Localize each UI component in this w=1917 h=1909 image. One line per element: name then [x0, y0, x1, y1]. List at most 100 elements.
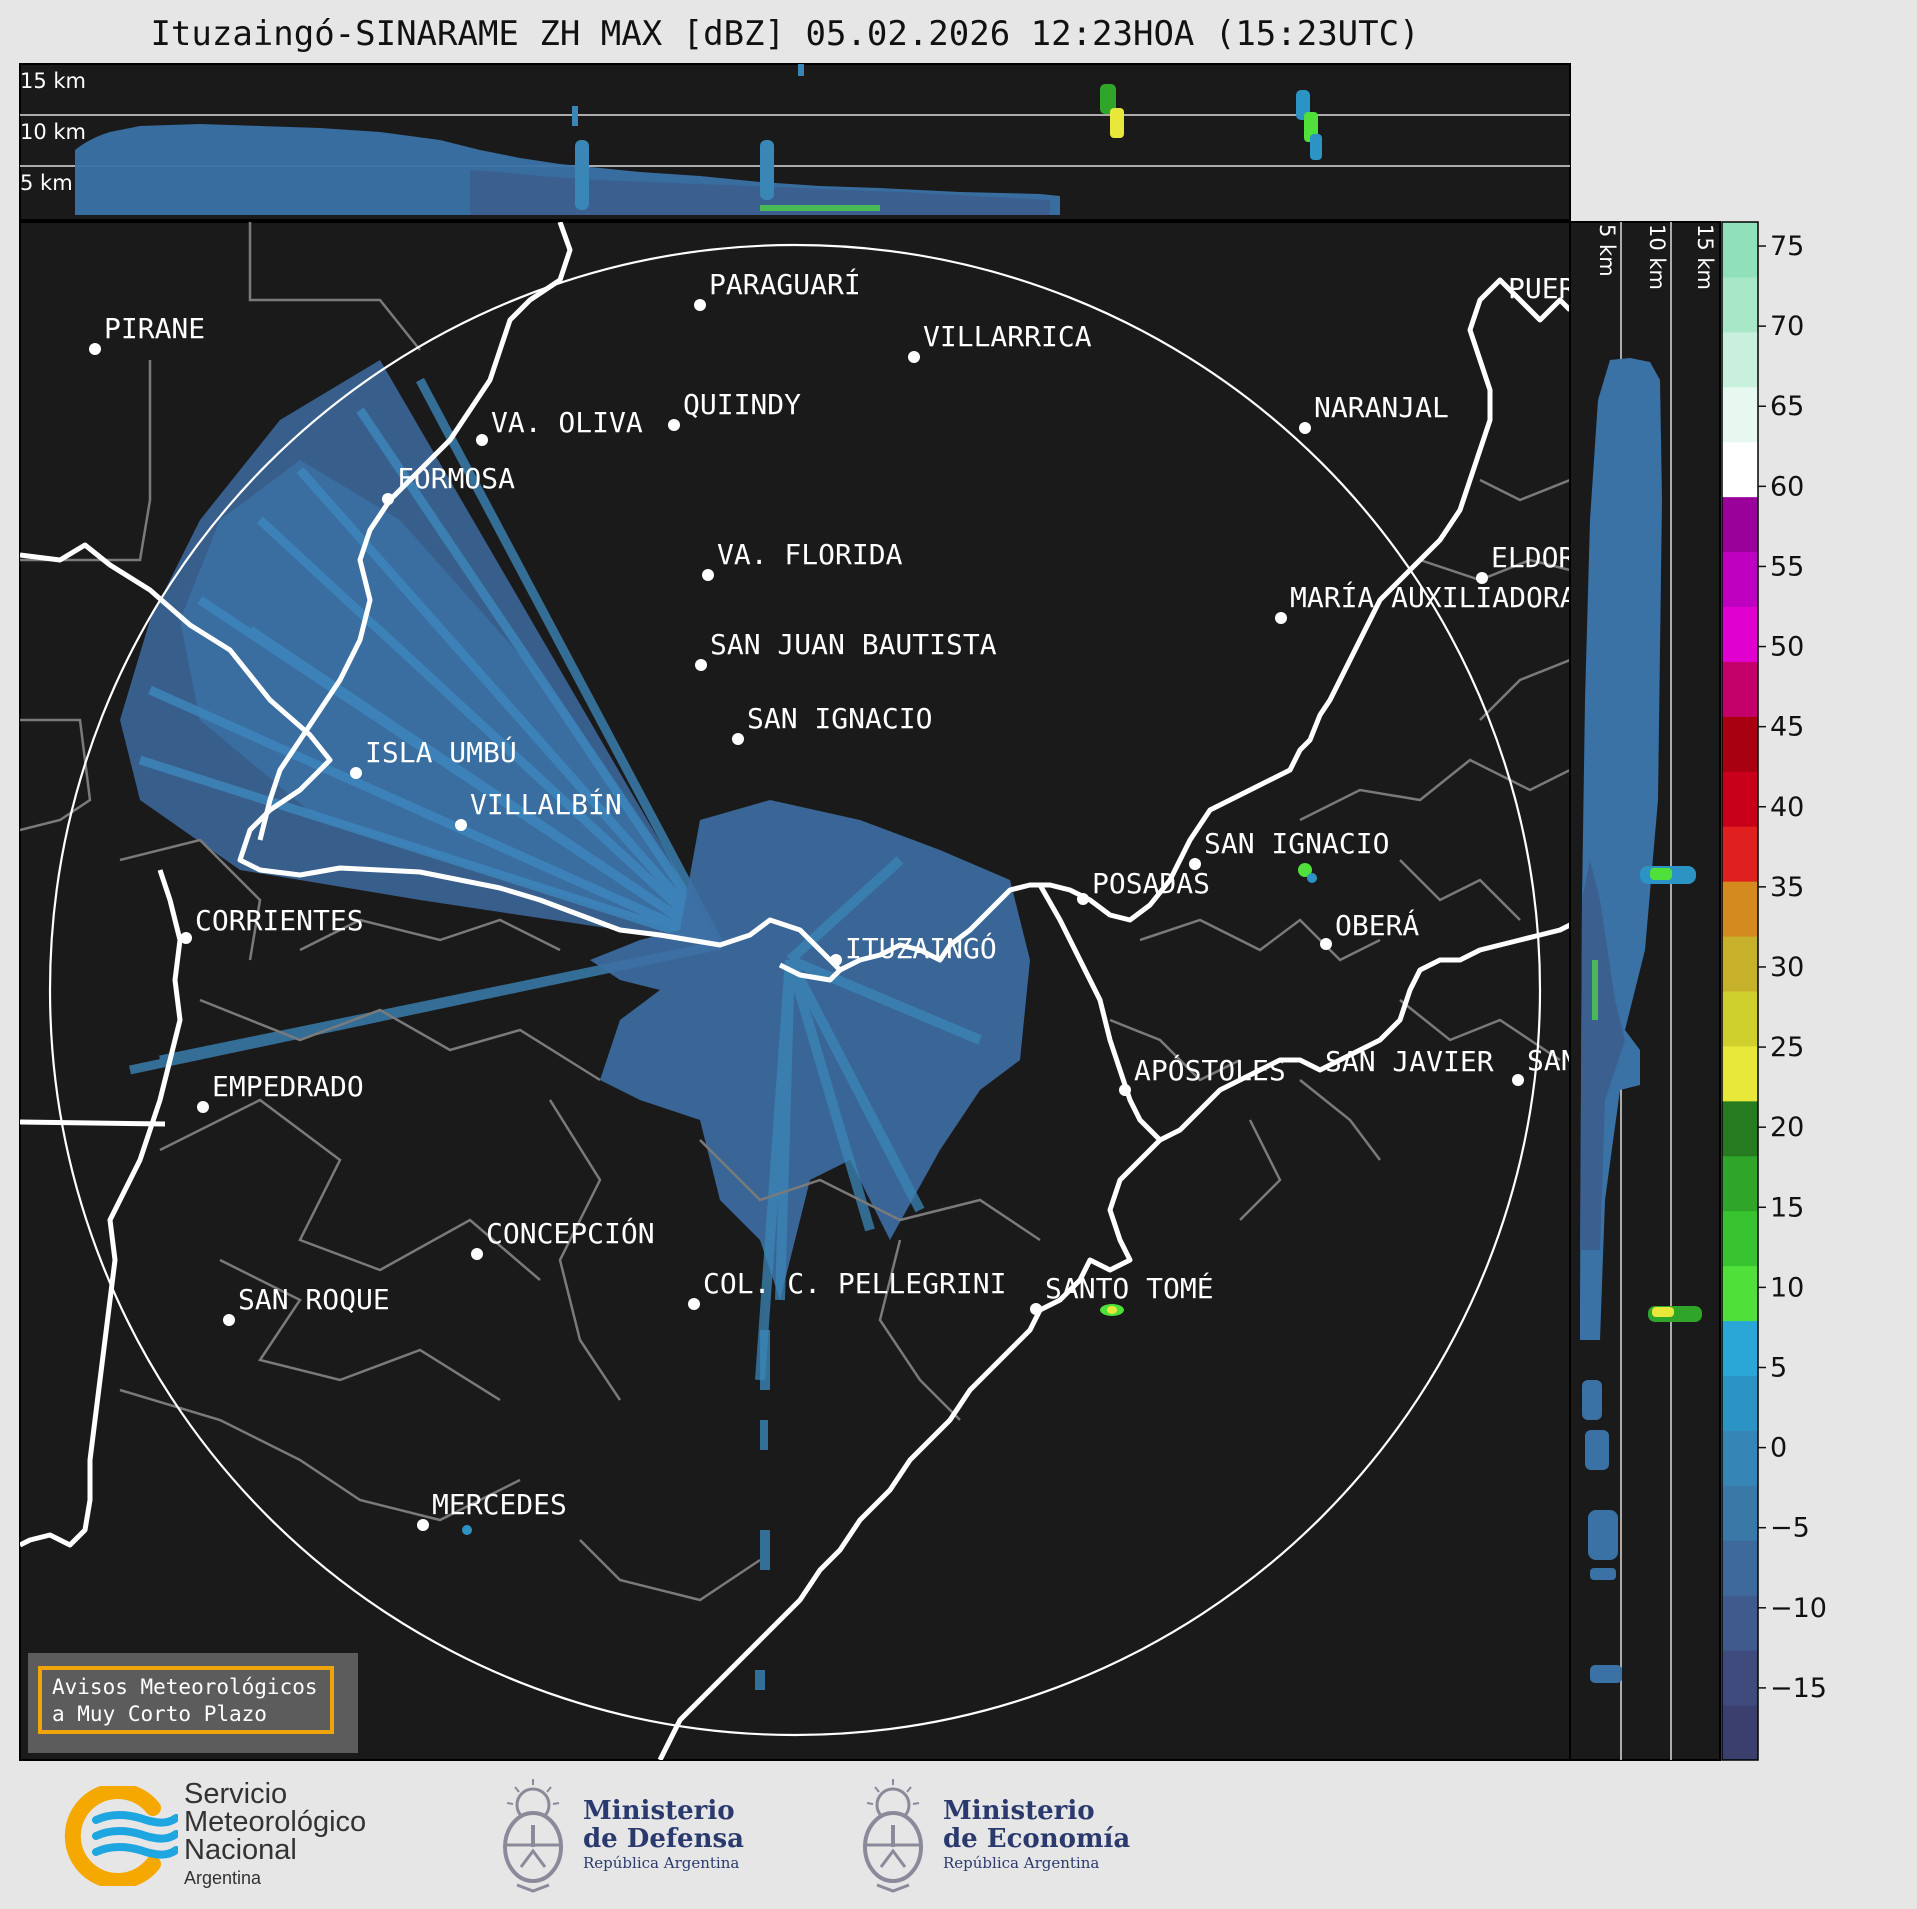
colorbar-segment	[1722, 826, 1758, 882]
side-echo-profile	[1580, 358, 1702, 1683]
colorbar-tick-label: 15	[1770, 1192, 1804, 1223]
top-km-label-10: 10 km	[20, 120, 86, 144]
city-puerto-edge: PUERTO	[1508, 272, 1609, 305]
svg-text:PARAGUARÍ: PARAGUARÍ	[709, 267, 861, 301]
city-san-ignacio-ar: SAN IGNACIO	[1189, 827, 1389, 870]
warning-box: Avisos Meteorológicos a Muy Corto Plazo	[28, 1653, 358, 1753]
city-formosa: FORMOSA	[382, 462, 515, 505]
colorbar-segment	[1722, 1485, 1758, 1541]
defensa-text: Ministerio de Defensa República Argentin…	[583, 1797, 744, 1873]
svg-text:QUIINDY: QUIINDY	[683, 388, 801, 421]
svg-text:ISLA UMBÚ: ISLA UMBÚ	[365, 735, 517, 769]
warning-link[interactable]: Avisos Meteorológicos a Muy Corto Plazo	[38, 1666, 334, 1734]
colorbar-segment	[1722, 771, 1758, 827]
colorbar-segment	[1722, 1650, 1758, 1706]
city-va-oliva: VA. OLIVA	[476, 406, 643, 446]
svg-text:SANTO TOMÉ: SANTO TOMÉ	[1045, 1271, 1214, 1305]
city-san-juan-bautista: SAN JUAN BAUTISTA	[695, 628, 997, 671]
colorbar-segment	[1722, 1540, 1758, 1596]
svg-text:EMPEDRADO: EMPEDRADO	[212, 1070, 364, 1103]
colorbar-segment	[1722, 1705, 1758, 1761]
coat-of-arms-icon	[503, 1779, 563, 1893]
economia-logo: Ministerio de Economía República Argenti…	[855, 1775, 1130, 1895]
smn-line-3: Nacional	[184, 1834, 297, 1866]
side-km-label-5: 5 km	[1595, 224, 1619, 277]
svg-text:ITUZAINGÓ: ITUZAINGÓ	[845, 931, 997, 965]
colorbar-tick-label: −5	[1770, 1513, 1810, 1544]
map-title: Ituzaingó-SINARAME ZH MAX [dBZ] 05.02.20…	[150, 14, 1420, 54]
colorbar-tick-label: 35	[1770, 872, 1804, 903]
colorbar-tick-label: 10	[1770, 1272, 1804, 1303]
city-corrientes: CORRIENTES	[180, 904, 364, 944]
colorbar-tick-label: 50	[1770, 632, 1804, 663]
city-maria-auxiliadora: MARÍA AUXILIADORA	[1275, 580, 1577, 624]
colorbar-segment	[1722, 331, 1758, 388]
colorbar-segments	[1722, 222, 1758, 1761]
colorbar-segment	[1722, 1595, 1758, 1651]
colorbar-tick-label: 0	[1770, 1433, 1787, 1464]
city-santo-tome: SANTO TOMÉ	[1030, 1271, 1214, 1315]
smn-text: Servicio Meteorológico Nacional Argentin…	[184, 1780, 366, 1892]
top-echo-profile	[75, 64, 1322, 215]
svg-text:PUERTO: PUERTO	[1508, 272, 1609, 305]
colorbar-segment	[1722, 386, 1758, 443]
colorbar-tick-label: 65	[1770, 391, 1804, 422]
city-san-roque: SAN ROQUE	[223, 1283, 390, 1326]
svg-text:CORRIENTES: CORRIENTES	[195, 904, 364, 937]
economia-line-3: República Argentina	[943, 1854, 1100, 1872]
warning-line-1: Avisos Meteorológicos	[52, 1675, 318, 1699]
smn-line-4: Argentina	[184, 1868, 262, 1888]
city-paraguari: PARAGUARÍ	[694, 267, 861, 311]
city-ituzaingo: ITUZAINGÓ	[830, 931, 997, 966]
colorbar-tick-label: 30	[1770, 952, 1804, 983]
colorbar-segment	[1722, 1210, 1758, 1267]
colorbar-tick-label: 25	[1770, 1032, 1804, 1063]
svg-text:ELDORADO: ELDORADO	[1491, 541, 1626, 574]
city-san-javier: SAN JAVIER	[1325, 1045, 1494, 1078]
warning-line-2: a Muy Corto Plazo	[52, 1702, 267, 1726]
defensa-line-2: de Defensa	[583, 1824, 744, 1854]
side-km-label-10: 10 km	[1645, 224, 1669, 290]
colorbar-tick-label: −10	[1770, 1593, 1827, 1624]
colorbar-tick-label: 55	[1770, 551, 1804, 582]
svg-text:MARÍA AUXILIADORA: MARÍA AUXILIADORA	[1290, 580, 1577, 614]
city-concepcion: CONCEPCIÓN	[471, 1216, 655, 1260]
svg-text:MERCEDES: MERCEDES	[432, 1488, 567, 1521]
smn-line-2: Meteorológico	[184, 1806, 367, 1838]
coat-of-arms-icon	[863, 1779, 923, 1893]
top-km-label-5: 5 km	[20, 171, 73, 195]
colorbar-tick-label: 70	[1770, 311, 1804, 342]
svg-text:PIRANE: PIRANE	[104, 312, 205, 345]
svg-text:VA. OLIVA: VA. OLIVA	[491, 406, 643, 439]
colorbar-segment	[1722, 1265, 1758, 1322]
city-isla-umbu: ISLA UMBÚ	[350, 735, 517, 779]
svg-text:VILLALBÍN: VILLALBÍN	[470, 787, 622, 821]
top-cross-section-panel: 15 km 10 km 5 km	[19, 63, 1571, 221]
economia-line-2: de Economía	[943, 1824, 1131, 1854]
city-naranjal: NARANJAL	[1299, 391, 1449, 434]
colorbar-segment	[1722, 936, 1758, 992]
svg-text:APÓSTOLES: APÓSTOLES	[1134, 1053, 1286, 1087]
city-san-ignacio-py: SAN IGNACIO	[732, 702, 932, 745]
city-eldorado: ELDORADO	[1476, 541, 1626, 584]
svg-text:SAN IGNACIO: SAN IGNACIO	[747, 702, 932, 735]
colorbar-segment	[1722, 716, 1758, 772]
city-empedrado: EMPEDRADO	[197, 1070, 364, 1113]
colorbar-tick-label: 75	[1770, 231, 1804, 262]
admin-boundaries	[20, 222, 1570, 1602]
colorbar-segment	[1722, 276, 1758, 333]
svg-text:CONCEPCIÓN: CONCEPCIÓN	[486, 1216, 655, 1250]
smn-logo: Servicio Meteorológico Nacional Argentin…	[58, 1780, 366, 1892]
svg-text:OBERÁ: OBERÁ	[1335, 908, 1419, 942]
economia-text: Ministerio de Economía República Argenti…	[943, 1797, 1130, 1873]
city-posadas: POSADAS	[1077, 867, 1210, 905]
rivers	[20, 222, 1570, 1760]
colorbar-segment	[1722, 551, 1758, 607]
side-cross-section-panel: 5 km 10 km 15 km	[1569, 221, 1721, 1761]
svg-text:NARANJAL: NARANJAL	[1314, 391, 1449, 424]
top-km-label-15: 15 km	[20, 69, 86, 93]
colorbar-segment	[1722, 222, 1758, 278]
colorbar-tick-label: 45	[1770, 712, 1804, 743]
